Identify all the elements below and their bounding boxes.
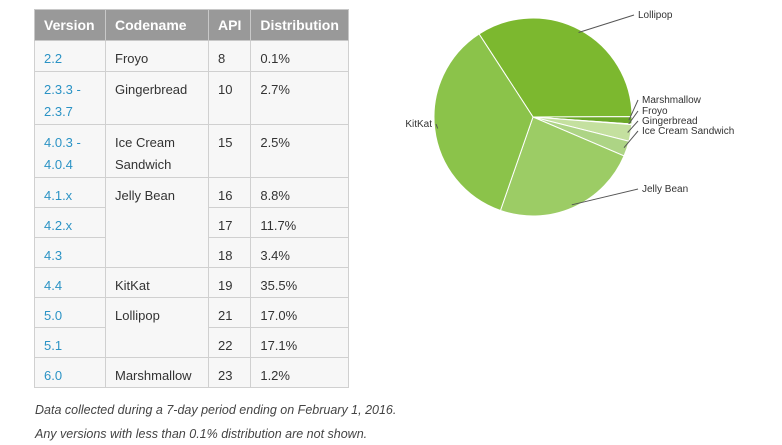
header-distribution: Distribution [250,9,349,41]
slice-label: Froyo [642,106,668,117]
version-link[interactable]: 4.4 [34,267,106,298]
leader-line [623,130,639,149]
codename-cell: Marshmallow [105,357,209,388]
version-link[interactable]: 6.0 [34,357,106,388]
table-row: 4.4 KitKat 19 35.5% [34,267,349,298]
slice-label: Marshmallow [642,95,702,106]
leader-line [435,123,439,129]
api-cell: 22 [207,327,252,358]
distribution-table: Version Codename API Distribution 2.2 Fr… [34,9,349,388]
api-cell: 8 [207,40,252,72]
table-header-row: Version Codename API Distribution [34,9,349,41]
distribution-cell: 35.5% [250,267,349,298]
pie-slice-jelly-bean [499,116,625,217]
threshold-note: Any versions with less than 0.1% distrib… [35,427,368,441]
version-link[interactable]: 5.1 [34,327,106,358]
leader-line [627,120,639,133]
codename-cell: Lollipop [105,297,209,358]
api-cell: 18 [207,237,252,268]
slice-label: Gingerbread [642,116,698,127]
api-cell: 10 [207,71,252,125]
distribution-cell: 2.5% [250,124,349,178]
distribution-cell: 2.7% [250,71,349,125]
api-cell: 21 [207,297,252,328]
distribution-cell: 3.4% [250,237,349,268]
slice-label: Lollipop [638,10,673,21]
version-link[interactable]: 4.0.3 -4.0.4 [34,124,106,178]
data-collection-note: Data collected during a 7-day period end… [35,403,397,417]
pie-slice-kitkat [433,33,534,212]
distribution-cell: 0.1% [250,40,349,72]
version-link[interactable]: 4.2.x [34,207,106,238]
api-cell: 15 [207,124,252,178]
header-codename: Codename [105,9,209,41]
distribution-cell: 17.0% [250,297,349,328]
leader-line [578,14,635,33]
table-row: 5.0 Lollipop 21 17.0% [34,297,349,358]
version-link[interactable]: 2.3.3 -2.3.7 [34,71,106,125]
table-row: 4.3 18 3.4% [34,237,349,268]
api-cell: 19 [207,267,252,298]
header-version: Version [34,9,106,41]
version-link[interactable]: 4.3 [34,237,106,268]
table-row: 2.3.3 -2.3.7 Gingerbread 10 2.7% [34,71,349,125]
distribution-cell: 17.1% [250,327,349,358]
codename-cell: Ice Cream Sandwich [105,124,209,178]
api-cell: 23 [207,357,252,388]
table-row: 4.1.x Jelly Bean 16 8.8% [34,177,349,268]
distribution-cell: 11.7% [250,207,349,238]
api-cell: 16 [207,177,252,208]
table-row: 2.2 Froyo 8 0.1% [34,40,349,72]
codename-cell: Gingerbread [105,71,209,125]
version-link[interactable]: 5.0 [34,297,106,328]
table-row: 4.0.3 -4.0.4 Ice Cream Sandwich 15 2.5% [34,124,349,178]
leader-line [571,188,639,206]
header-api: API [207,9,252,41]
table-row: 4.2.x 17 11.7% [34,207,349,238]
slice-label: KitKat [405,119,432,130]
version-link[interactable]: 4.1.x [34,177,106,208]
version-link[interactable]: 2.2 [34,40,106,72]
leader-line [628,99,639,121]
slice-label: Jelly Bean [642,184,688,195]
table-row: 5.1 22 17.1% [34,327,349,358]
codename-cell: Froyo [105,40,209,72]
table-row: 6.0 Marshmallow 23 1.2% [34,357,349,388]
distribution-cell: 1.2% [250,357,349,388]
codename-cell: Jelly Bean [105,177,209,268]
api-cell: 17 [207,207,252,238]
slice-label: Ice Cream Sandwich [642,126,734,137]
leader-line [628,110,639,125]
distribution-cell: 8.8% [250,177,349,208]
codename-cell: KitKat [105,267,209,298]
